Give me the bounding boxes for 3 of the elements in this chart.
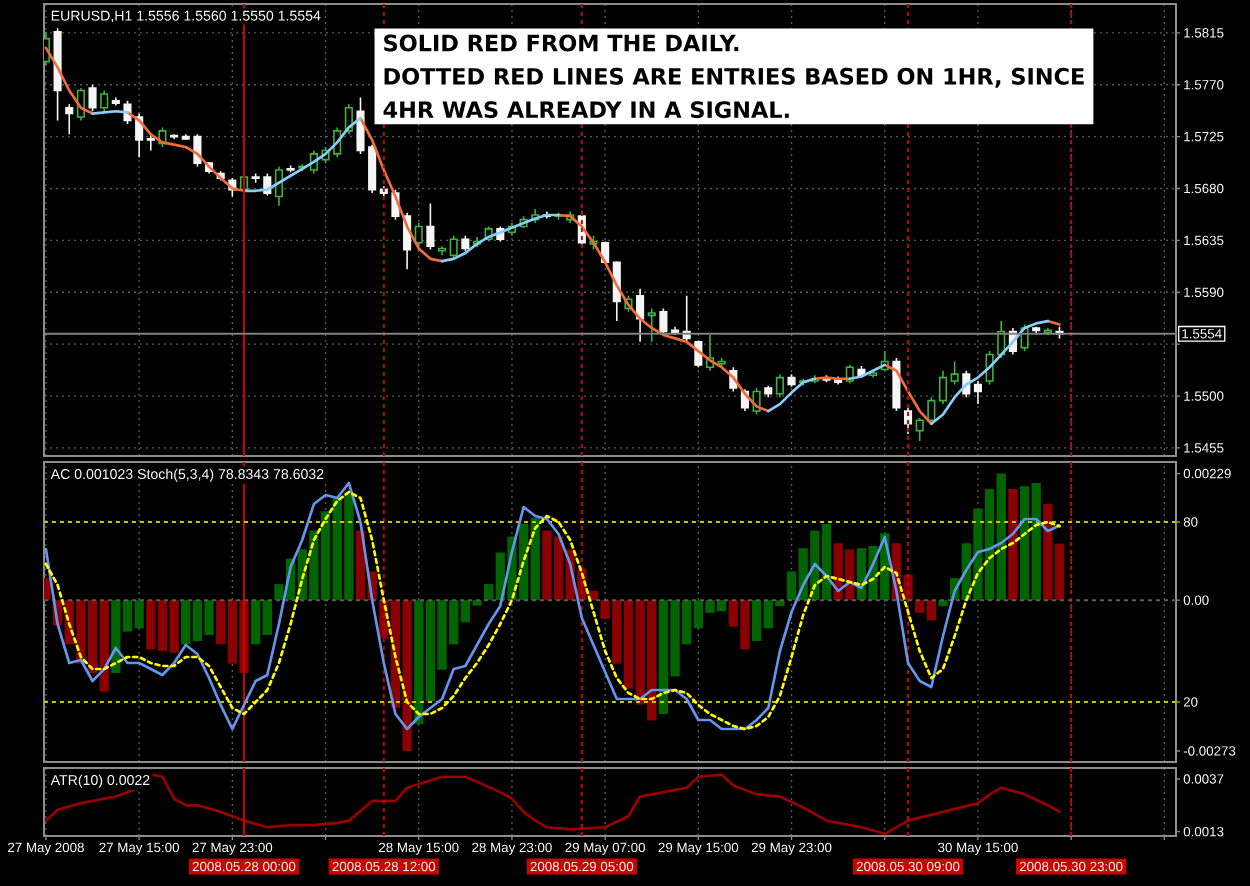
annotation: SOLID RED FROM THE DAILY.: [384, 34, 739, 52]
annotation: DOTTED RED LINES ARE ENTRIES BASED ON 1HR, SINCE: [384, 67, 1084, 88]
annotation: 4HR WAS ALREADY IN A SIGNAL.: [383, 101, 789, 119]
